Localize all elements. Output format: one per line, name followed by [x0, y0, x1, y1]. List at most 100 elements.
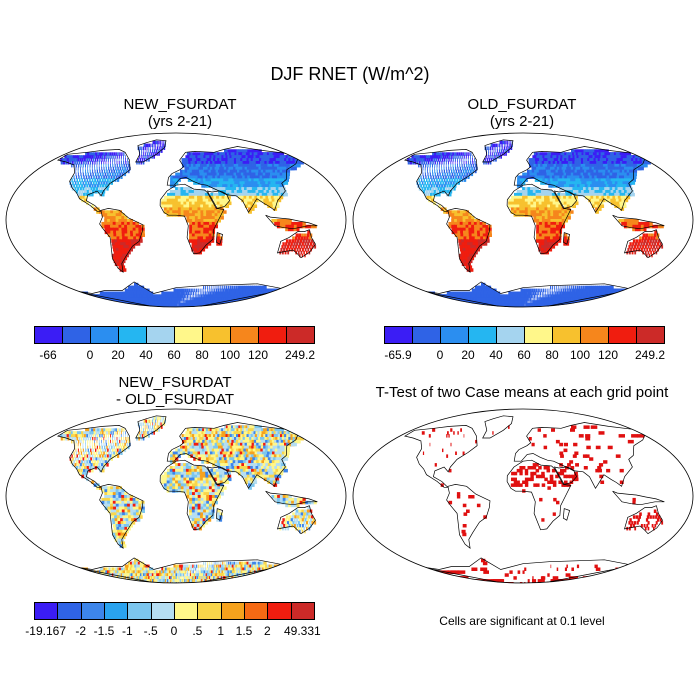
map-new-fsurdat [5, 132, 347, 308]
colorbar-box [197, 602, 222, 620]
colorbar-box [258, 326, 287, 344]
colorbar-tick-label: 249.2 [634, 348, 666, 362]
colorbar-tick-label: .5 [192, 624, 203, 638]
coastline-greenland [482, 415, 514, 439]
colorbar-tick-label: 1 [217, 624, 224, 638]
coastline-europe-asia [513, 422, 646, 489]
colorbar-tick-label: 40 [489, 348, 503, 362]
coastline-australia [624, 505, 663, 535]
coastline-arabia [553, 466, 578, 485]
map-old-fsurdat [352, 132, 694, 308]
coastlines [403, 415, 665, 583]
panel-title-new-line2: (yrs 2-21) [147, 113, 213, 130]
coastline-north-america [403, 425, 478, 488]
colorbar-tick-label: 20 [461, 348, 475, 362]
colorbar-tick-label: 20 [111, 348, 125, 362]
coastline-antarctica [65, 557, 287, 583]
colorbar-box [286, 326, 315, 344]
colorbar-box [440, 326, 469, 344]
coastline-indonesia [612, 490, 665, 506]
colorbar-box [57, 602, 82, 620]
coastline-africa [159, 183, 225, 255]
map-ttest [352, 408, 694, 584]
colorbar-box [174, 602, 199, 620]
map-difference [5, 408, 347, 584]
coastline-australia [277, 505, 316, 535]
colorbar-box [608, 326, 637, 344]
colorbar-box [220, 602, 245, 620]
colorbar-tick-label: 40 [139, 348, 153, 362]
coastlines [56, 139, 318, 307]
colorbar-box [34, 602, 59, 620]
panel-title-diff: NEW_FSURDAT - OLD_FSURDAT [55, 374, 295, 408]
map-cells [421, 425, 664, 583]
significance-note: Cells are significant at 0.1 level [439, 614, 605, 628]
colorbar-tick-label: 249.2 [284, 348, 316, 362]
colorbar-box [174, 326, 203, 344]
coastline-south-america [99, 484, 144, 550]
colorbar-box [202, 326, 231, 344]
coastline-europe-asia [166, 422, 299, 489]
colorbar-box [524, 326, 553, 344]
colorbar-box [104, 602, 129, 620]
colorbar-box [230, 326, 259, 344]
coastline-europe-asia [513, 146, 646, 213]
colorbar-tick-label: -.5 [143, 624, 158, 638]
coastline-madagascar [562, 508, 571, 521]
panel-title-ttest: T-Test of two Case means at each grid po… [352, 384, 692, 401]
colorbar-box [127, 602, 152, 620]
colorbar-tick-label: -1.5 [93, 624, 115, 638]
coastline-south-america [99, 208, 144, 274]
coastline-antarctica [412, 557, 634, 583]
coastline-greenland [482, 139, 514, 163]
colorbar-box [468, 326, 497, 344]
colorbar-old: -65.9 0 20 40 60 80 100 120 249.2 [384, 326, 666, 366]
colorbar-tick-label: 0 [170, 624, 178, 638]
coastline-africa [159, 459, 225, 531]
colorbar-tick-label: 80 [545, 348, 559, 362]
coastline-antarctica [412, 281, 634, 307]
panel-title-new: NEW_FSURDAT (yrs 2-21) [60, 96, 300, 130]
main-title: DJF RNET (W/m^2) [270, 64, 430, 84]
colorbar-box [150, 602, 175, 620]
map-border [5, 408, 347, 584]
colorbar-box [244, 602, 269, 620]
panel-title-new-line1: NEW_FSURDAT [123, 96, 237, 113]
colorbar-tick-label: -2 [75, 624, 86, 638]
coastline-madagascar [215, 232, 224, 245]
colorbar-tick-label: 100 [569, 348, 591, 362]
coastline-madagascar [215, 508, 224, 521]
map-border [352, 408, 694, 584]
map-cells [407, 140, 664, 307]
coastline-arabia [206, 466, 231, 485]
coastline-greenland [135, 139, 167, 163]
coastline-africa [506, 459, 572, 531]
map-border [352, 132, 694, 308]
colorbar-tick-label: 0 [86, 348, 94, 362]
colorbar-box [34, 326, 63, 344]
colorbar-tick-label: 120 [247, 348, 269, 362]
colorbar-tick-label: -65.9 [384, 348, 412, 362]
coastline-greenland [135, 415, 167, 439]
coastline-australia [277, 229, 316, 259]
coastline-north-america [56, 425, 131, 488]
colorbar-tick-label: 120 [597, 348, 619, 362]
colorbar-tick-label: 1.5 [235, 624, 253, 638]
colorbar-tick-label: 2 [263, 624, 271, 638]
coastline-north-america [56, 149, 131, 212]
panel-title-diff-line2: - OLD_FSURDAT [115, 391, 235, 408]
colorbar-box [62, 326, 91, 344]
coastline-europe-asia [166, 146, 299, 213]
coastline-australia [624, 229, 663, 259]
coastline-africa [506, 183, 572, 255]
coastline-south-america [446, 208, 491, 274]
map-cells [60, 416, 317, 583]
colorbar-box [496, 326, 525, 344]
panel-title-old: OLD_FSURDAT (yrs 2-21) [402, 96, 642, 130]
colorbar-tick-label: 60 [517, 348, 531, 362]
colorbar-tick-label: -19.167 [25, 624, 67, 638]
coastline-madagascar [562, 232, 571, 245]
colorbar-box [146, 326, 175, 344]
coastline-arabia [553, 190, 578, 209]
colorbar-tick-label: 60 [167, 348, 181, 362]
